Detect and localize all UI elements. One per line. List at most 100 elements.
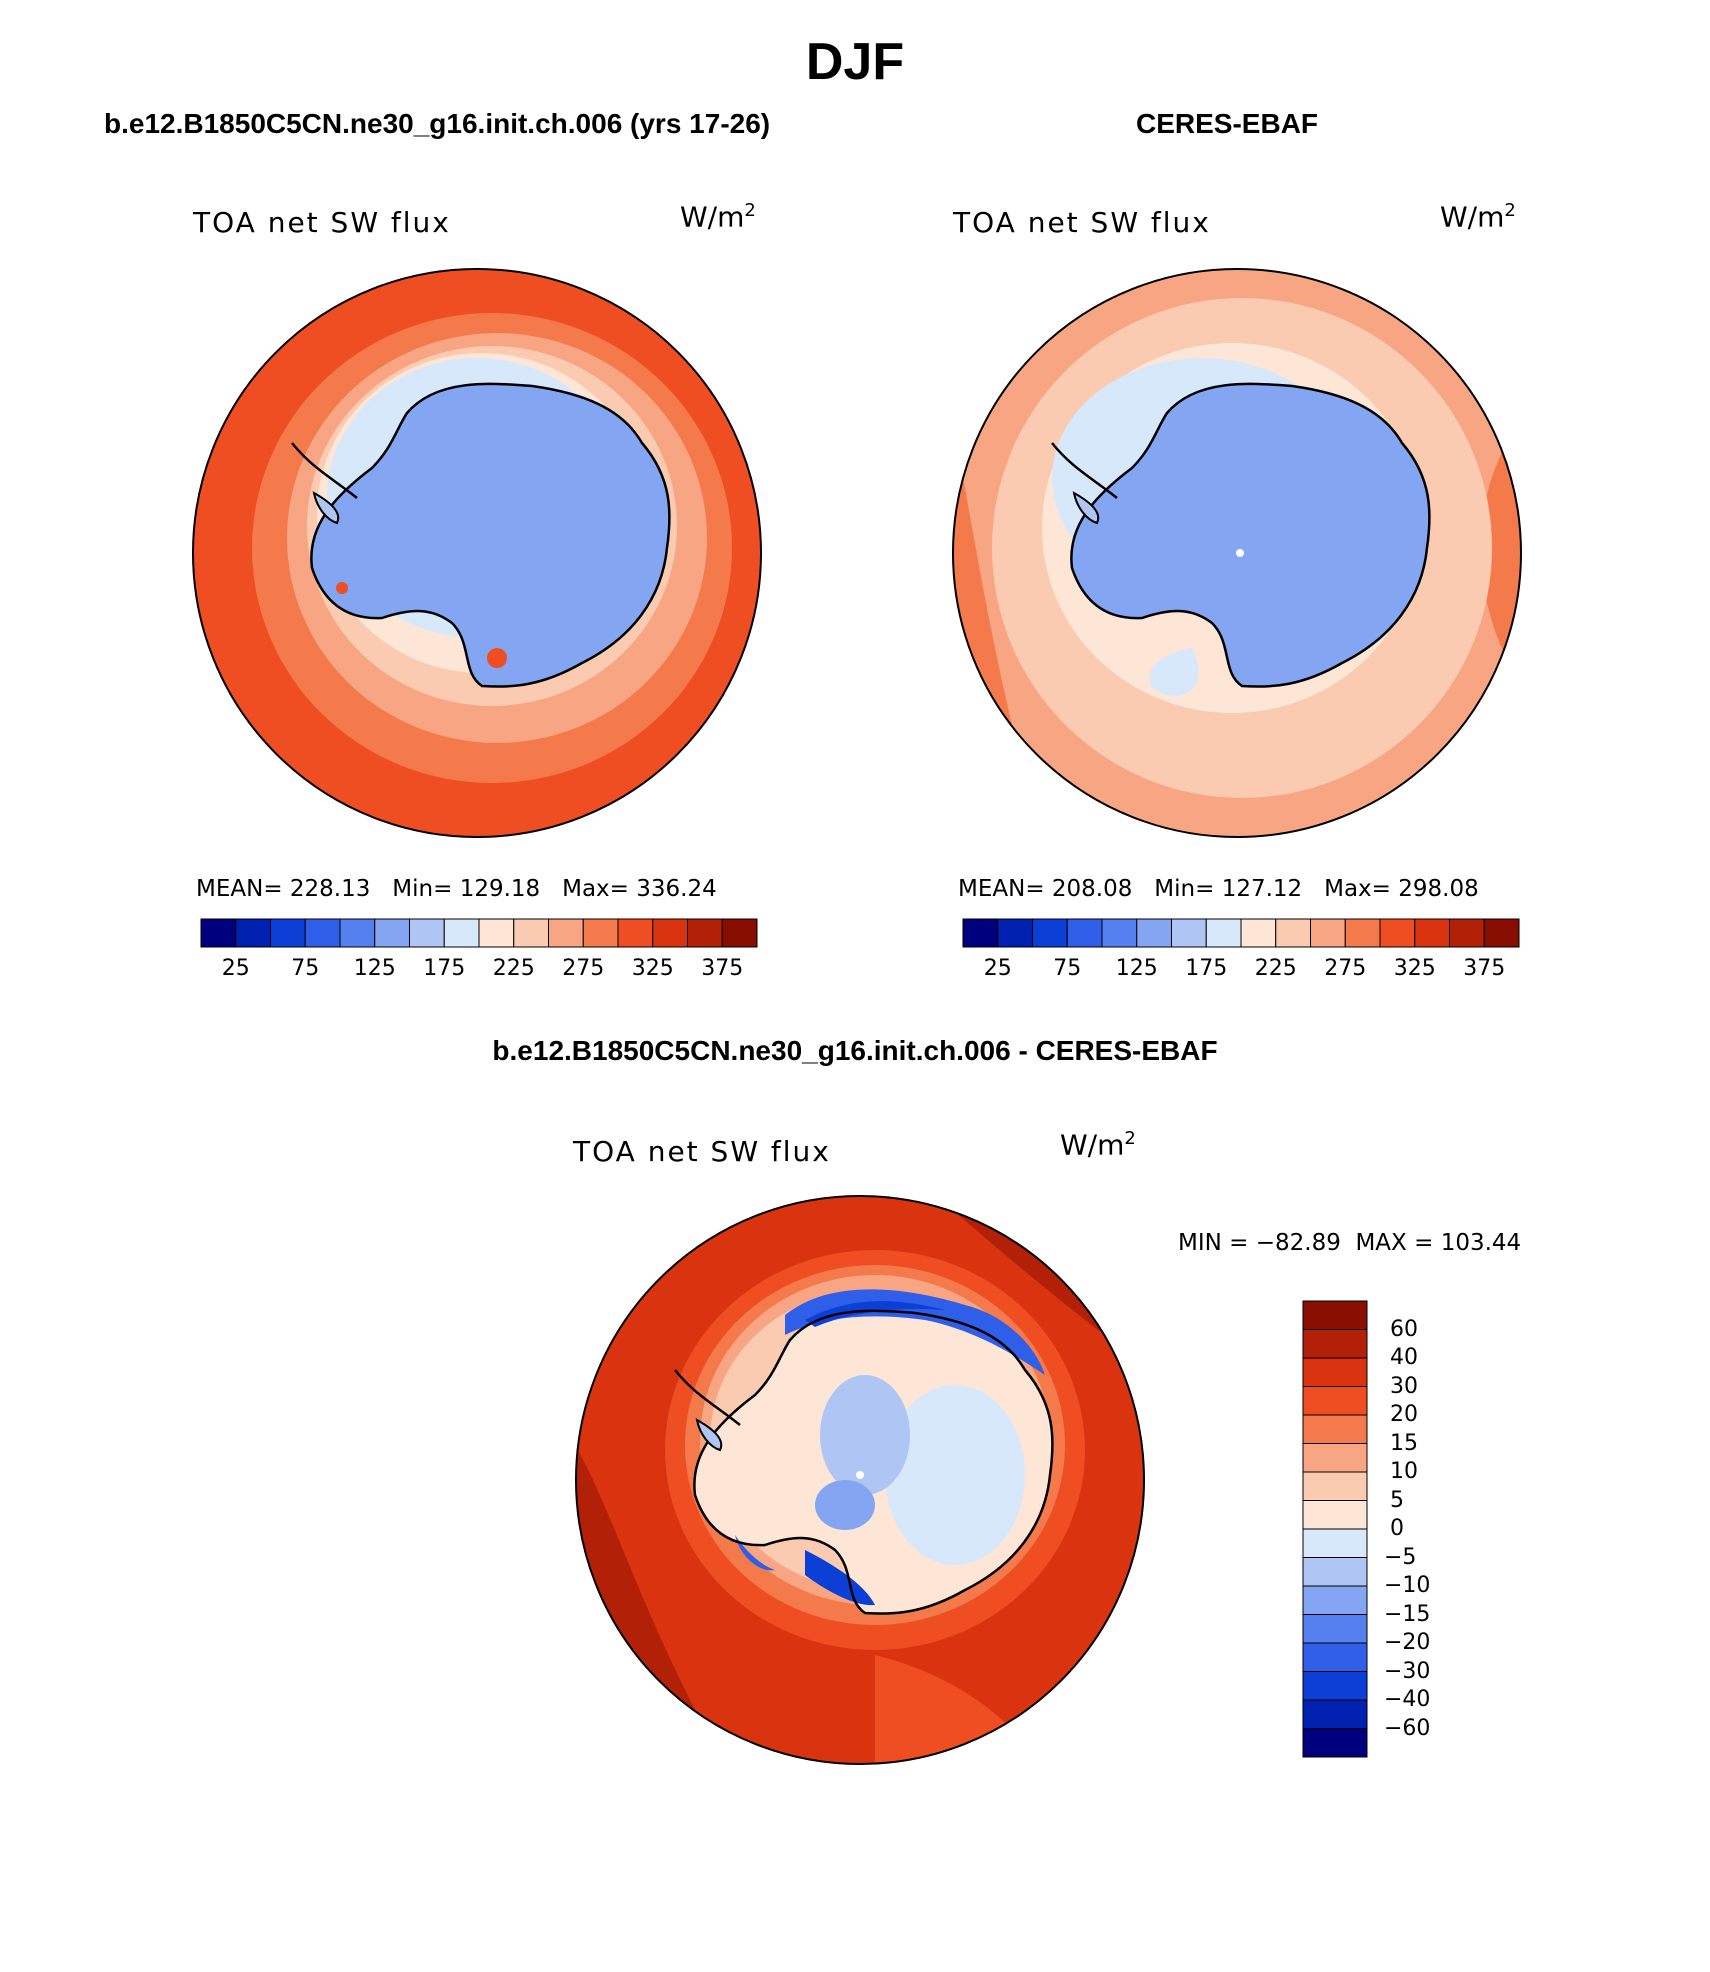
colorbar-tick-label: 125 [353,956,396,981]
colorbar-swatch [721,918,758,948]
obs-colorbar [962,918,1520,948]
colorbar-tick-label: 40 [1390,1345,1418,1370]
colorbar-tick-label: 175 [423,956,466,981]
model-units-label: W/m2 [680,200,756,234]
colorbar-tick-label: 25 [983,956,1012,981]
colorbar-swatch [339,918,376,948]
colorbar-tick-label: 125 [1115,956,1158,981]
model-polar-map [192,268,762,838]
colorbar-swatch [235,918,271,948]
colorbar-tick-label: 60 [1390,1316,1418,1342]
colorbar-swatch [962,918,999,948]
colorbar-swatch [304,918,341,948]
colorbar-swatch [1066,918,1103,948]
obs-stats: MEAN= 208.08 Min= 127.12 Max= 298.08 [958,876,1479,902]
colorbar-tick-label: −20 [1384,1630,1431,1655]
obs-variable-label: TOA net SW flux [953,206,1211,239]
colorbar-tick-label: 225 [492,956,535,981]
colorbar-tick-label: −5 [1384,1544,1417,1570]
colorbar-tick-label: −15 [1384,1601,1431,1627]
colorbar-swatch [1302,1557,1368,1587]
colorbar-tick-label: −10 [1384,1573,1431,1598]
colorbar-tick-label: 75 [1053,956,1082,981]
colorbar-swatch [687,918,723,948]
colorbar-swatch [1302,1642,1368,1672]
colorbar-swatch [1302,1386,1368,1416]
colorbar-tick-label: 175 [1185,956,1228,981]
colorbar-swatch [997,918,1033,948]
colorbar-swatch [1302,1671,1368,1701]
colorbar-tick-label: 375 [1463,956,1506,981]
colorbar-swatch [1310,918,1346,948]
colorbar-swatch [1449,918,1485,948]
colorbar-swatch [1483,918,1520,948]
colorbar-tick-label: 0 [1390,1516,1404,1541]
colorbar-swatch [270,918,306,948]
colorbar-swatch [1302,1614,1368,1644]
colorbar-swatch [617,918,654,948]
colorbar-tick-label: 10 [1390,1459,1418,1484]
colorbar-tick-label: 20 [1390,1402,1418,1427]
colorbar-tick-label: 325 [1393,956,1436,981]
colorbar-swatch [548,918,584,948]
diff-polar-map [575,1195,1145,1765]
obs-panel-title: CERES-EBAF [1136,108,1319,139]
colorbar-tick-label: 275 [562,956,605,981]
colorbar-swatch [1302,1443,1368,1473]
colorbar-swatch [1414,918,1450,948]
colorbar-tick-label: 375 [701,956,744,981]
colorbar-tick-label: 25 [221,956,250,981]
colorbar-swatch [1240,918,1277,948]
colorbar-swatch [1302,1471,1368,1501]
colorbar-swatch [1275,918,1311,948]
diff-panel-title: b.e12.B1850C5CN.ne30_g16.init.ch.006 - C… [492,1035,1218,1066]
colorbar-swatch [1302,1699,1368,1729]
model-variable-label: TOA net SW flux [193,206,451,239]
colorbar-tick-label: 15 [1390,1430,1418,1456]
model-stats: MEAN= 228.13 Min= 129.18 Max= 336.24 [196,876,717,902]
colorbar-tick-label: 30 [1390,1373,1418,1399]
colorbar-tick-label: −30 [1384,1658,1431,1684]
colorbar-swatch [1136,918,1172,948]
diff-colorbar-ticks: 60 40 30 20 15 10 5 0 −5 −10 −15 −20 −30 −40 −60 [1384,1300,1464,1758]
colorbar-swatch [1302,1414,1368,1444]
model-colorbar [200,918,758,948]
colorbar-swatch [582,918,619,948]
colorbar-tick-label: 5 [1390,1487,1404,1513]
diff-colorbar [1302,1300,1368,1758]
colorbar-tick-label: 225 [1254,956,1297,981]
colorbar-swatch [200,918,237,948]
colorbar-swatch [1302,1357,1368,1387]
obs-units-label: W/m2 [1440,200,1516,234]
colorbar-tick-label: 325 [631,956,674,981]
colorbar-swatch [1302,1300,1368,1330]
colorbar-swatch [478,918,515,948]
diff-units-label: W/m2 [1060,1128,1136,1162]
colorbar-tick-label: −60 [1384,1715,1431,1741]
colorbar-swatch [1302,1528,1368,1558]
colorbar-tick-label: 75 [291,956,320,981]
colorbar-swatch [1101,918,1138,948]
colorbar-swatch [1171,918,1207,948]
colorbar-swatch [1205,918,1242,948]
colorbar-swatch [652,918,688,948]
obs-polar-map [952,268,1522,838]
colorbar-swatch [409,918,445,948]
colorbar-tick-label: 275 [1324,956,1367,981]
colorbar-swatch [1302,1329,1368,1359]
colorbar-tick-label: −40 [1384,1687,1431,1712]
colorbar-swatch [1302,1500,1368,1530]
colorbar-swatch [1032,918,1068,948]
colorbar-swatch [1302,1728,1368,1758]
figure-title: DJF [805,33,905,91]
colorbar-swatch [1379,918,1416,948]
colorbar-swatch [1344,918,1381,948]
model-panel-title: b.e12.B1850C5CN.ne30_g16.init.ch.006 (yr… [104,108,771,139]
diff-stats: MIN = −82.89 MAX = 103.44 [1178,1230,1522,1256]
colorbar-swatch [1302,1585,1368,1615]
obs-colorbar-ticks: 25 75 125 175 225 275 325 375 [963,956,1519,986]
colorbar-swatch [374,918,410,948]
model-colorbar-ticks: 25 75 125 175 225 275 325 375 [201,956,757,986]
diff-variable-label: TOA net SW flux [573,1135,831,1168]
colorbar-swatch [513,918,549,948]
